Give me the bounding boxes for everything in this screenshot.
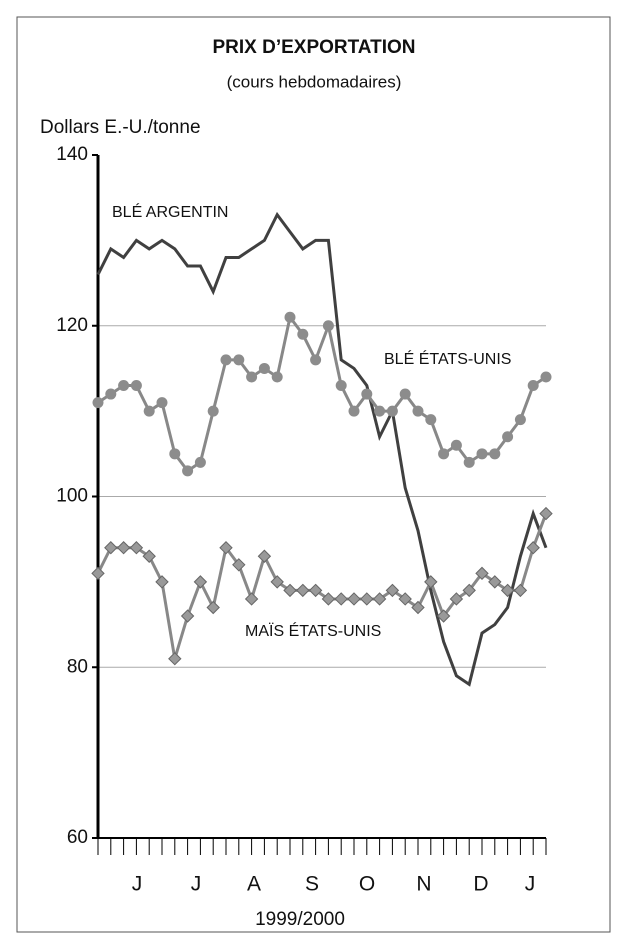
- marker: [489, 448, 501, 460]
- x-tick-label: J: [191, 873, 202, 896]
- marker: [284, 311, 296, 323]
- marker: [182, 465, 194, 477]
- marker: [334, 592, 348, 606]
- marker: [398, 592, 412, 606]
- marker: [283, 583, 297, 598]
- x-tick-label: S: [305, 873, 319, 896]
- marker: [116, 541, 131, 555]
- marker: [321, 592, 336, 606]
- marker: [180, 609, 195, 623]
- marker: [297, 328, 309, 340]
- marker: [310, 354, 322, 366]
- y-tick-label: 80: [67, 656, 88, 677]
- marker: [129, 541, 144, 555]
- marker: [347, 592, 361, 606]
- y-axis-label: Dollars E.-U./tonne: [40, 117, 201, 138]
- y-tick-label: 140: [56, 144, 88, 165]
- marker: [232, 558, 246, 572]
- y-tick-label: 60: [67, 827, 88, 848]
- marker: [425, 414, 437, 426]
- marker: [220, 354, 232, 366]
- marker: [91, 566, 105, 581]
- marker: [246, 371, 258, 383]
- marker: [527, 380, 539, 392]
- marker: [270, 575, 284, 589]
- marker: [308, 583, 323, 598]
- marker: [372, 592, 387, 606]
- x-tick-label: A: [247, 873, 261, 896]
- x-tick-label: J: [525, 873, 536, 896]
- marker: [257, 549, 272, 563]
- marker: [155, 575, 169, 589]
- marker: [475, 566, 489, 581]
- x-tick-label: J: [132, 873, 143, 896]
- x-tick-label: O: [359, 873, 375, 896]
- marker: [104, 541, 118, 555]
- series-label: BLÉ ÉTATS-UNIS: [384, 349, 511, 368]
- marker: [488, 575, 502, 589]
- marker: [438, 448, 450, 460]
- marker: [143, 405, 155, 417]
- series-line: [97, 313, 547, 473]
- marker: [322, 320, 334, 332]
- marker: [526, 541, 540, 555]
- marker: [361, 388, 373, 400]
- marker: [233, 354, 245, 366]
- marker: [92, 397, 104, 409]
- marker: [374, 405, 386, 417]
- marker: [476, 448, 488, 460]
- marker: [271, 371, 283, 383]
- marker: [105, 388, 117, 400]
- series-label: BLÉ ARGENTIN: [112, 202, 228, 221]
- marker: [411, 600, 425, 615]
- marker: [244, 592, 259, 606]
- marker: [130, 380, 142, 392]
- marker: [206, 600, 220, 615]
- y-tick-label: 120: [56, 315, 88, 336]
- marker: [168, 652, 182, 666]
- x-tick-label: D: [473, 873, 488, 896]
- marker: [514, 414, 526, 426]
- marker: [539, 506, 553, 521]
- marker: [502, 431, 514, 443]
- marker: [193, 575, 208, 589]
- marker: [118, 380, 130, 392]
- marker: [385, 583, 400, 598]
- marker: [296, 583, 310, 598]
- marker: [219, 541, 233, 555]
- marker: [463, 456, 475, 468]
- marker: [386, 405, 398, 417]
- marker: [462, 583, 476, 598]
- y-tick-label: 100: [56, 486, 88, 507]
- marker: [399, 388, 411, 400]
- marker: [207, 405, 219, 417]
- marker: [194, 456, 206, 468]
- marker: [436, 609, 451, 623]
- series-label: MAÏS ÉTATS-UNIS: [245, 621, 381, 640]
- x-tick-label: N: [416, 873, 431, 896]
- marker: [424, 575, 438, 589]
- marker: [412, 405, 424, 417]
- chart-subtitle: (cours hebdomadaires): [227, 72, 402, 91]
- marker: [449, 592, 464, 606]
- marker: [142, 549, 156, 563]
- marker: [335, 380, 347, 392]
- x-axis-label: 1999/2000: [255, 909, 345, 930]
- marker: [258, 362, 270, 374]
- marker: [500, 583, 515, 598]
- marker: [169, 448, 181, 460]
- marker: [540, 371, 552, 383]
- chart-title: PRIX D’EXPORTATION: [212, 37, 415, 58]
- marker: [450, 439, 462, 451]
- marker: [156, 397, 168, 409]
- marker: [348, 405, 360, 417]
- marker: [360, 592, 374, 606]
- series-line: [96, 211, 548, 687]
- marker: [513, 583, 528, 598]
- frame: [16, 16, 611, 933]
